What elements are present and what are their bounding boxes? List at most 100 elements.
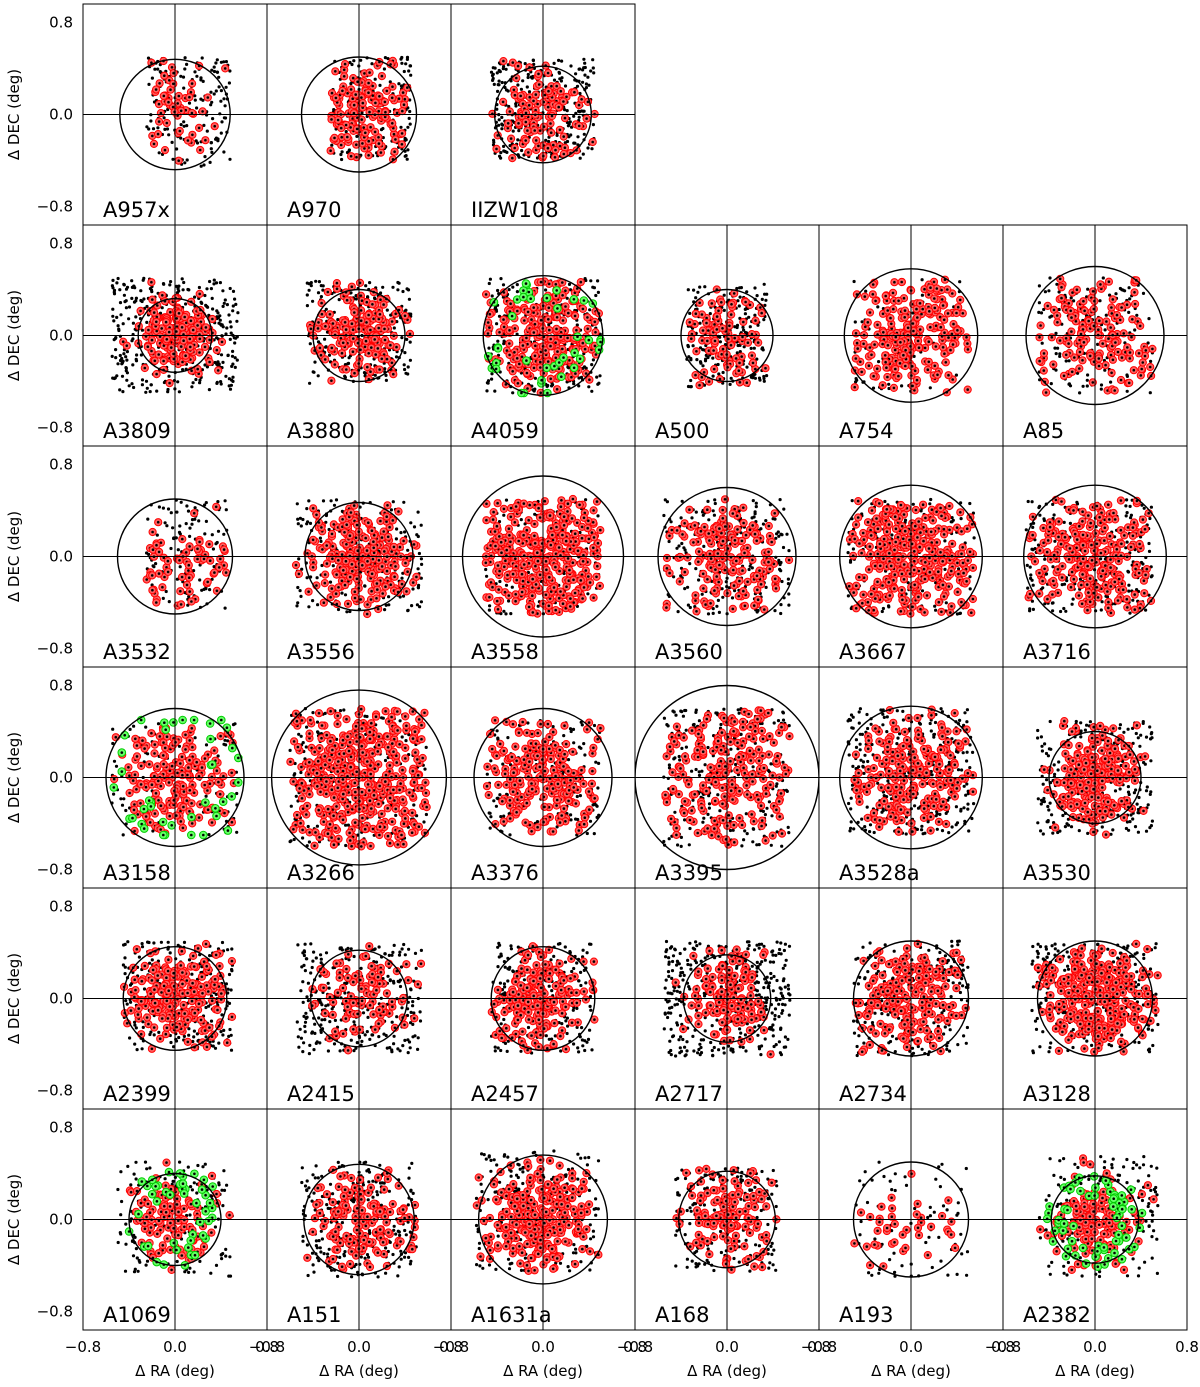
galaxy-point bbox=[406, 148, 409, 151]
member-galaxy-point bbox=[512, 61, 515, 64]
member-galaxy-point bbox=[402, 91, 405, 94]
galaxy-point bbox=[393, 326, 396, 329]
galaxy-point bbox=[184, 56, 187, 59]
galaxy-point bbox=[502, 342, 505, 345]
substructure-galaxy-point bbox=[528, 291, 531, 294]
member-galaxy-point bbox=[1126, 303, 1129, 306]
galaxy-point bbox=[114, 348, 117, 351]
galaxy-point bbox=[225, 508, 228, 511]
galaxy-point bbox=[208, 588, 211, 591]
member-galaxy-point bbox=[567, 312, 570, 315]
member-galaxy-point bbox=[582, 308, 585, 311]
galaxy-point bbox=[583, 133, 586, 136]
member-galaxy-point bbox=[1092, 290, 1095, 293]
galaxy-point bbox=[488, 282, 491, 285]
member-galaxy-point bbox=[1065, 337, 1068, 340]
member-galaxy-point bbox=[360, 309, 363, 312]
member-galaxy-point bbox=[1104, 364, 1107, 367]
galaxy-point bbox=[493, 390, 496, 393]
member-galaxy-point bbox=[330, 118, 333, 121]
member-galaxy-point bbox=[151, 135, 154, 138]
member-galaxy-point bbox=[549, 378, 552, 381]
member-galaxy-point bbox=[733, 337, 736, 340]
member-galaxy-point bbox=[897, 375, 900, 378]
member-galaxy-point bbox=[508, 342, 511, 345]
galaxy-point bbox=[146, 387, 149, 390]
member-galaxy-point bbox=[870, 354, 873, 357]
member-galaxy-point bbox=[707, 329, 710, 332]
galaxy-point bbox=[1048, 316, 1051, 319]
galaxy-point bbox=[209, 91, 212, 94]
member-galaxy-point bbox=[1059, 339, 1062, 342]
member-galaxy-point bbox=[523, 319, 526, 322]
member-galaxy-point bbox=[853, 386, 856, 389]
member-galaxy-point bbox=[1083, 310, 1086, 313]
member-galaxy-point bbox=[533, 331, 536, 334]
galaxy-point bbox=[1086, 288, 1089, 291]
galaxy-point bbox=[167, 133, 170, 136]
member-galaxy-point bbox=[886, 376, 889, 379]
galaxy-point bbox=[231, 355, 234, 358]
member-galaxy-point bbox=[894, 368, 897, 371]
galaxy-point bbox=[585, 367, 588, 370]
member-galaxy-point bbox=[946, 288, 949, 291]
galaxy-point bbox=[182, 288, 185, 291]
member-galaxy-point bbox=[951, 378, 954, 381]
galaxy-point bbox=[1065, 359, 1068, 362]
galaxy-point bbox=[349, 82, 352, 85]
member-galaxy-point bbox=[1079, 351, 1082, 354]
member-galaxy-point bbox=[191, 82, 194, 85]
galaxy-point bbox=[190, 385, 193, 388]
galaxy-point bbox=[216, 58, 219, 61]
member-galaxy-point bbox=[160, 327, 163, 330]
galaxy-point bbox=[209, 161, 212, 164]
member-galaxy-point bbox=[401, 110, 404, 113]
galaxy-point bbox=[229, 338, 232, 341]
galaxy-point bbox=[306, 293, 309, 296]
member-galaxy-point bbox=[384, 101, 387, 104]
substructure-galaxy-point bbox=[495, 368, 498, 371]
member-galaxy-point bbox=[310, 328, 313, 331]
member-galaxy-point bbox=[331, 92, 334, 95]
member-galaxy-point bbox=[379, 298, 382, 301]
galaxy-point bbox=[744, 312, 747, 315]
galaxy-point bbox=[729, 383, 732, 386]
galaxy-point bbox=[496, 90, 499, 93]
galaxy-point bbox=[165, 524, 168, 527]
galaxy-point bbox=[145, 321, 148, 324]
member-galaxy-point bbox=[735, 357, 738, 360]
galaxy-point bbox=[328, 354, 331, 357]
galaxy-point bbox=[306, 304, 309, 307]
member-galaxy-point bbox=[522, 344, 525, 347]
member-galaxy-point bbox=[884, 354, 887, 357]
galaxy-point bbox=[578, 92, 581, 95]
galaxy-point bbox=[864, 290, 867, 293]
galaxy-point bbox=[220, 353, 223, 356]
member-galaxy-point bbox=[166, 122, 169, 125]
member-galaxy-point bbox=[900, 281, 903, 284]
member-galaxy-point bbox=[535, 139, 538, 142]
galaxy-point bbox=[133, 301, 136, 304]
galaxy-point bbox=[214, 138, 217, 141]
member-galaxy-point bbox=[912, 330, 915, 333]
member-galaxy-point bbox=[317, 321, 320, 324]
galaxy-point bbox=[132, 285, 135, 288]
galaxy-point bbox=[223, 302, 226, 305]
galaxy-point bbox=[167, 507, 170, 510]
galaxy-point bbox=[308, 382, 311, 385]
member-galaxy-point bbox=[192, 329, 195, 332]
galaxy-point bbox=[512, 130, 515, 133]
galaxy-point bbox=[141, 378, 144, 381]
member-galaxy-point bbox=[379, 313, 382, 316]
galaxy-point bbox=[876, 305, 879, 308]
galaxy-point bbox=[212, 547, 215, 550]
member-galaxy-point bbox=[341, 90, 344, 93]
galaxy-point bbox=[1047, 289, 1050, 292]
galaxy-point bbox=[723, 294, 726, 297]
galaxy-point bbox=[380, 128, 383, 131]
galaxy-point bbox=[1086, 379, 1089, 382]
member-galaxy-point bbox=[1070, 316, 1073, 319]
galaxy-point bbox=[210, 101, 213, 104]
member-galaxy-point bbox=[489, 313, 492, 316]
galaxy-point bbox=[306, 282, 309, 285]
